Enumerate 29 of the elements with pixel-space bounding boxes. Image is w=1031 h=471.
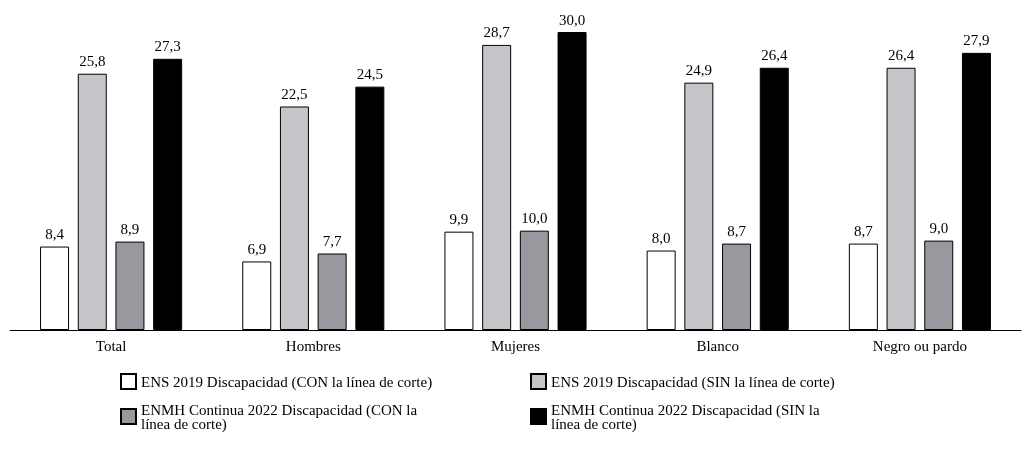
- data-label: 8,9: [120, 221, 140, 238]
- x-tick-label: Blanco: [696, 337, 739, 354]
- legend-label: ENMH Continua 2022 Discapacidad (CON la línea de corte): [141, 401, 421, 433]
- data-label: 25,8: [79, 53, 106, 70]
- legend-label: ENS 2019 Discapacidad (SIN la línea de corte): [551, 373, 835, 391]
- data-label: 26,4: [761, 47, 788, 64]
- data-label: 26,4: [887, 47, 915, 64]
- data-label: 8,4: [45, 226, 65, 243]
- data-label: 24,9: [685, 62, 712, 79]
- data-label: 28,7: [483, 24, 511, 41]
- x-tick-label: Negro ou pardo: [872, 337, 967, 354]
- legend-label: ENMH Continua 2022 Discapacidad (SIN la línea de corte): [551, 401, 824, 433]
- data-label: 8,7: [727, 223, 747, 240]
- data-label: 10,0: [521, 210, 548, 227]
- data-label: 24,5: [356, 66, 383, 83]
- x-tick-label: Hombres: [285, 337, 341, 354]
- data-label: 27,3: [154, 38, 181, 55]
- data-label: 22,5: [281, 86, 308, 102]
- x-tick-label: Total: [95, 337, 127, 354]
- data-label: 8,7: [853, 223, 874, 240]
- data-label: 27,9: [963, 32, 990, 49]
- data-label: 9,9: [449, 211, 469, 228]
- x-tick-label: Mujeres: [490, 337, 541, 354]
- data-label: 9,0: [929, 220, 949, 237]
- data-label: 6,9: [247, 240, 267, 257]
- legend-label: ENS 2019 Discapacidad (CON la línea de corte): [141, 373, 433, 391]
- data-label: 30,0: [558, 11, 586, 28]
- data-label: 7,7: [322, 233, 343, 250]
- data-label: 8,0: [651, 230, 671, 247]
